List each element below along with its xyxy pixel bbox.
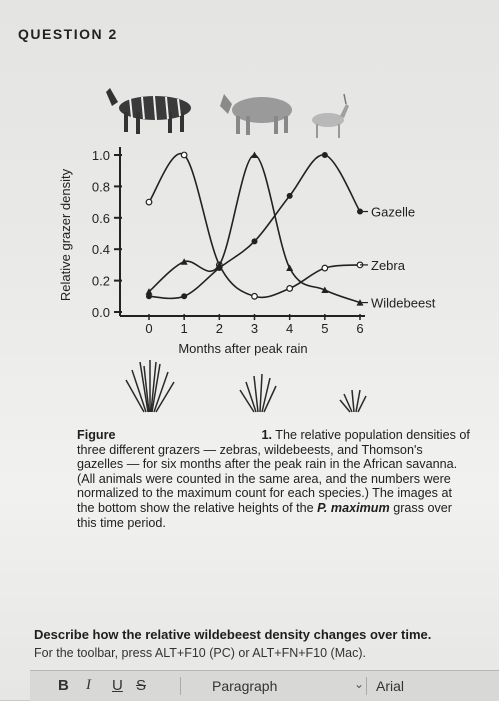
zebra-point	[286, 285, 294, 292]
grass-medium-illustration	[239, 373, 277, 413]
wildebeest-point	[286, 264, 294, 272]
gazelle-illustration	[312, 93, 349, 138]
zebra-illustration	[106, 88, 191, 134]
zebra-point	[180, 151, 188, 159]
gazelle-legend-label: Gazelle	[371, 205, 415, 220]
question-label: QUESTION 2	[18, 26, 118, 42]
toolbar-divider	[180, 677, 181, 695]
font-select[interactable]: Arial	[376, 678, 405, 694]
wildebeest-series-line	[148, 154, 361, 304]
gazelle-point	[286, 192, 293, 199]
caption-text-end: grass over this time period.	[77, 500, 452, 530]
caption-text: densities of three different grazers — z…	[77, 428, 470, 515]
x-tick-label: 6	[356, 321, 363, 336]
wildebeest-point	[180, 258, 188, 265]
y-tick-label: 0.6	[92, 211, 110, 226]
italic-button[interactable]: I	[86, 677, 91, 693]
underline-button[interactable]: U	[112, 677, 123, 694]
series-layer: Gazelle Zebra Wildebeest	[145, 151, 436, 311]
editor-toolbar: B I U S Paragraph ⌄ Arial	[30, 670, 499, 701]
x-tick-label: 5	[321, 321, 328, 336]
x-tick-label: 2	[216, 321, 223, 336]
gazelle-point	[321, 152, 328, 158]
toolbar-divider	[366, 677, 367, 695]
bold-button[interactable]: B	[58, 677, 69, 694]
wildebeest-legend-label: Wildebeest	[371, 296, 436, 311]
caption-label: Figure	[77, 428, 116, 442]
x-tick-label: 4	[286, 321, 293, 336]
zebra-legend-label: Zebra	[371, 258, 406, 273]
figure-caption: Figure 1. The relative population densiti…	[77, 428, 472, 530]
x-ticks: 0 1 2 3 4 5 6	[145, 314, 364, 336]
gazelle-point	[251, 238, 258, 245]
density-chart: 0.0 0.2 0.4 0.6 0.8 1.0 0 1 2 3 4 5 6 Gazelle Zebra W…	[58, 88, 436, 413]
x-tick-label: 1	[181, 321, 188, 336]
wildebeest-illustration	[220, 94, 292, 135]
caption-species: P. maximum	[317, 500, 390, 515]
figure: 0.0 0.2 0.4 0.6 0.8 1.0 0 1 2 3 4 5 6 Gazelle Zebra W…	[40, 80, 480, 420]
toolbar-hint: For the toolbar, press ALT+F10 (PC) or A…	[34, 646, 366, 660]
caption-number: 1.	[261, 428, 272, 442]
question-prompt: Describe how the relative wildebeest den…	[34, 627, 432, 642]
gazelle-series-line	[148, 154, 361, 300]
y-ticks: 0.0 0.2 0.4 0.6 0.8 1.0	[92, 148, 122, 320]
chevron-down-icon[interactable]: ⌄	[354, 677, 365, 691]
gazelle-point	[181, 293, 188, 300]
wildebeest-point	[145, 288, 153, 295]
grass-tall-illustration	[125, 360, 175, 413]
gazelle-point	[146, 293, 152, 300]
zebra-point	[145, 198, 153, 206]
caption-text-line1: The relative population	[275, 428, 403, 442]
x-axis-label: Months after peak rain	[178, 341, 307, 356]
grass-short-illustration	[339, 389, 367, 413]
x-tick-label: 3	[251, 321, 258, 336]
zebra-point	[251, 292, 258, 300]
y-axis-label: Relative grazer density	[58, 168, 73, 301]
x-tick-label: 0	[145, 321, 152, 336]
paragraph-select[interactable]: Paragraph	[212, 678, 278, 694]
y-tick-label: 0.2	[92, 274, 110, 289]
y-tick-label: 0.0	[92, 305, 110, 320]
zebra-series-line	[148, 152, 361, 299]
wildebeest-point	[215, 261, 223, 268]
y-tick-label: 0.8	[92, 179, 110, 194]
y-tick-label: 1.0	[92, 148, 110, 163]
wildebeest-point	[321, 286, 329, 294]
wildebeest-point	[251, 151, 258, 158]
strikethrough-button[interactable]: S	[136, 677, 147, 694]
y-tick-label: 0.4	[92, 242, 110, 257]
zebra-point	[321, 264, 329, 272]
